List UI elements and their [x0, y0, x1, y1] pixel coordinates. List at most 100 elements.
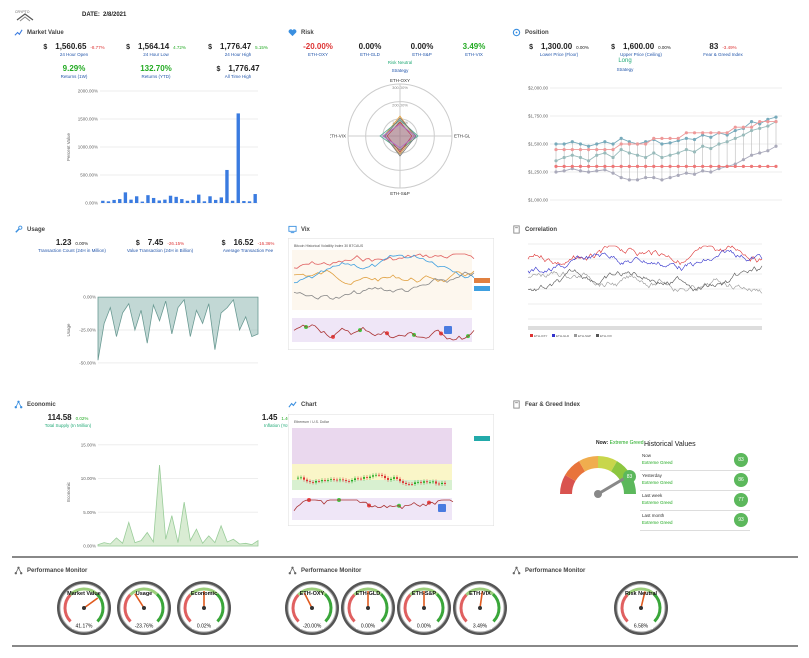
- bar: [106, 201, 111, 203]
- metric-label: 24 Hour High: [224, 52, 252, 57]
- metric-value-row: 9.29%: [34, 64, 114, 73]
- ceiling-series-point: [774, 120, 778, 124]
- candle: [387, 478, 389, 480]
- ceiling-series-point: [652, 136, 656, 140]
- metric-label: Inflation (YoY): [263, 423, 293, 428]
- bar: [197, 194, 201, 203]
- gauge-name: ETH-S&P: [412, 591, 436, 597]
- ceiling-series-point: [717, 131, 721, 135]
- gauge-band: [189, 587, 219, 596]
- floor-series-point: [717, 164, 721, 168]
- market-value-chart: 2000.00% 1500.00% 1000.00% 500.00% 0.00% Perc…: [66, 89, 258, 206]
- upper-series-point: [701, 133, 705, 137]
- metric-block: 83 -3.49% Fear & Greed Index: [682, 42, 764, 57]
- gauge-hub: [202, 606, 206, 610]
- oscillator-line: [293, 324, 475, 341]
- trend-icon: [288, 401, 297, 408]
- candle: [342, 479, 344, 481]
- lower-series-point: [562, 169, 566, 173]
- lower-series-point: [570, 167, 574, 171]
- lower-series-point: [660, 178, 664, 182]
- mid-series-point: [660, 155, 664, 160]
- upper-series-point: [692, 137, 697, 142]
- metric-label: Upper Price (Ceiling): [620, 52, 662, 57]
- metric-currency: $: [529, 44, 533, 51]
- metric-value: 1.23: [55, 238, 72, 247]
- lower-series-point: [578, 169, 583, 173]
- vix-trading-chart[interactable]: Bitcoin Historical Volatility Index 30 B…: [288, 238, 494, 350]
- fg-history-period: Yesterday: [642, 473, 662, 478]
- gauge-value: -23.76%: [135, 624, 154, 630]
- mid-series-point: [668, 153, 672, 157]
- lower-series-point: [709, 170, 713, 174]
- candle: [405, 482, 407, 484]
- metric-change: 0.00%: [658, 45, 671, 50]
- bar: [146, 195, 150, 203]
- correlation-series: [527, 245, 763, 266]
- fg-history-label: Extreme Greed: [642, 500, 673, 505]
- upper-series-point: [660, 142, 664, 146]
- upper-series-point: [595, 142, 599, 146]
- candle: [444, 482, 446, 484]
- bar: [151, 197, 156, 203]
- chart-title-wrap: Chart: [288, 400, 317, 409]
- metric-value: 1,776.47: [228, 64, 260, 73]
- lower-series-point: [619, 176, 623, 180]
- gauge-readout-bg: [412, 622, 436, 629]
- ceiling-series-point: [660, 136, 664, 140]
- metric-label: ETH-OXY: [307, 52, 328, 57]
- ceiling-series-point: [586, 148, 591, 152]
- y-axis-label: Economic: [66, 481, 71, 502]
- candle: [330, 479, 332, 481]
- separator-top: [12, 556, 798, 558]
- ceiling-series-point: [619, 142, 623, 146]
- gauge-needle: [479, 591, 484, 609]
- upper-series-point: [774, 115, 778, 119]
- ceiling-series-point: [562, 148, 566, 152]
- ceiling-series-point: [595, 148, 599, 152]
- bar: [236, 113, 240, 203]
- gauge-band: [403, 593, 412, 623]
- lower-series-point: [692, 172, 697, 176]
- gauge-band: [215, 593, 225, 623]
- correlation-series: [527, 270, 763, 294]
- gauge-needle: [640, 591, 646, 609]
- floor-series-point: [684, 164, 688, 168]
- candle: [297, 477, 299, 479]
- gauge-band: [69, 587, 99, 596]
- lower-series-point: [611, 171, 615, 175]
- metric-change: 0.00%: [576, 45, 589, 50]
- metric-block: $1,300.00 0.00% Lower Price (Floor): [518, 42, 600, 57]
- bar: [140, 201, 145, 203]
- ceiling-series-point: [741, 125, 746, 129]
- price-trading-chart[interactable]: Ethereum / U.S. Dollar: [288, 414, 494, 526]
- performance-gauge: Usage -23.76%: [117, 581, 171, 635]
- floor-series-point: [741, 164, 746, 168]
- floor-series-point: [635, 164, 640, 168]
- gauge-value: 3.49%: [473, 624, 488, 630]
- fg-history-label: Extreme Greed: [642, 460, 673, 465]
- gauge-value: -20.00%: [303, 624, 322, 630]
- correlation-series: [527, 249, 763, 274]
- lower-series-point: [676, 173, 680, 177]
- floor-series-point: [725, 164, 729, 168]
- metric-block: $1,600.00 0.00% Upper Price (Ceiling): [600, 42, 682, 57]
- floor-series-point: [668, 164, 672, 168]
- performance-gauge: Market Value 41.17%: [57, 581, 111, 635]
- metric-block: 1.23 0.00% Transaction Count (24H in Milli…: [28, 238, 116, 253]
- price-tag: [474, 436, 490, 441]
- gauge-value: 0.00%: [417, 624, 432, 630]
- bar: [230, 200, 235, 203]
- legend-label: ETH-OXY: [534, 334, 547, 338]
- date-value: 2/8/2021: [103, 12, 127, 18]
- risk-neutral-toggle[interactable]: Risk Neutral: [387, 60, 413, 65]
- floor-series-point: [627, 164, 631, 168]
- upper-series: [556, 116, 777, 147]
- metric-change: -26.15%: [167, 241, 185, 246]
- bar: [213, 199, 218, 203]
- zone-mid: [292, 464, 452, 480]
- legend-swatch: [530, 334, 533, 337]
- monitor-title-wrap: Performance Monitor: [14, 566, 87, 575]
- bar: [202, 201, 207, 203]
- upper-series-point: [619, 136, 623, 140]
